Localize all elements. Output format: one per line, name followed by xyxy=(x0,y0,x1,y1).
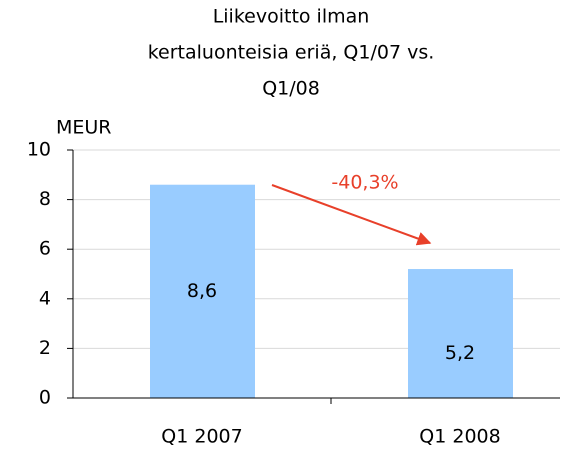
y-tick-label: 4 xyxy=(39,287,51,309)
y-axis-label: MEUR xyxy=(56,117,112,139)
bar xyxy=(408,269,513,398)
chart-title: kertaluonteisia eriä, Q1/07 vs. xyxy=(148,42,435,64)
y-tick-label: 0 xyxy=(39,387,51,409)
bar xyxy=(150,184,255,398)
chart-title: Q1/08 xyxy=(262,78,320,100)
arrow xyxy=(271,184,432,246)
y-tick-label: 2 xyxy=(39,337,51,359)
data-label: 5,2 xyxy=(445,342,475,364)
x-tick-label: Q1 2008 xyxy=(419,426,500,448)
y-tick-label: 6 xyxy=(39,238,51,260)
annotation: -40,3% xyxy=(331,172,398,194)
y-tick-label: 8 xyxy=(39,188,51,210)
x-tick-label: Q1 2007 xyxy=(161,426,242,448)
chart-title: Liikevoitto ilman xyxy=(213,6,370,28)
data-label: 8,6 xyxy=(187,280,217,302)
y-tick-label: 10 xyxy=(27,139,51,161)
